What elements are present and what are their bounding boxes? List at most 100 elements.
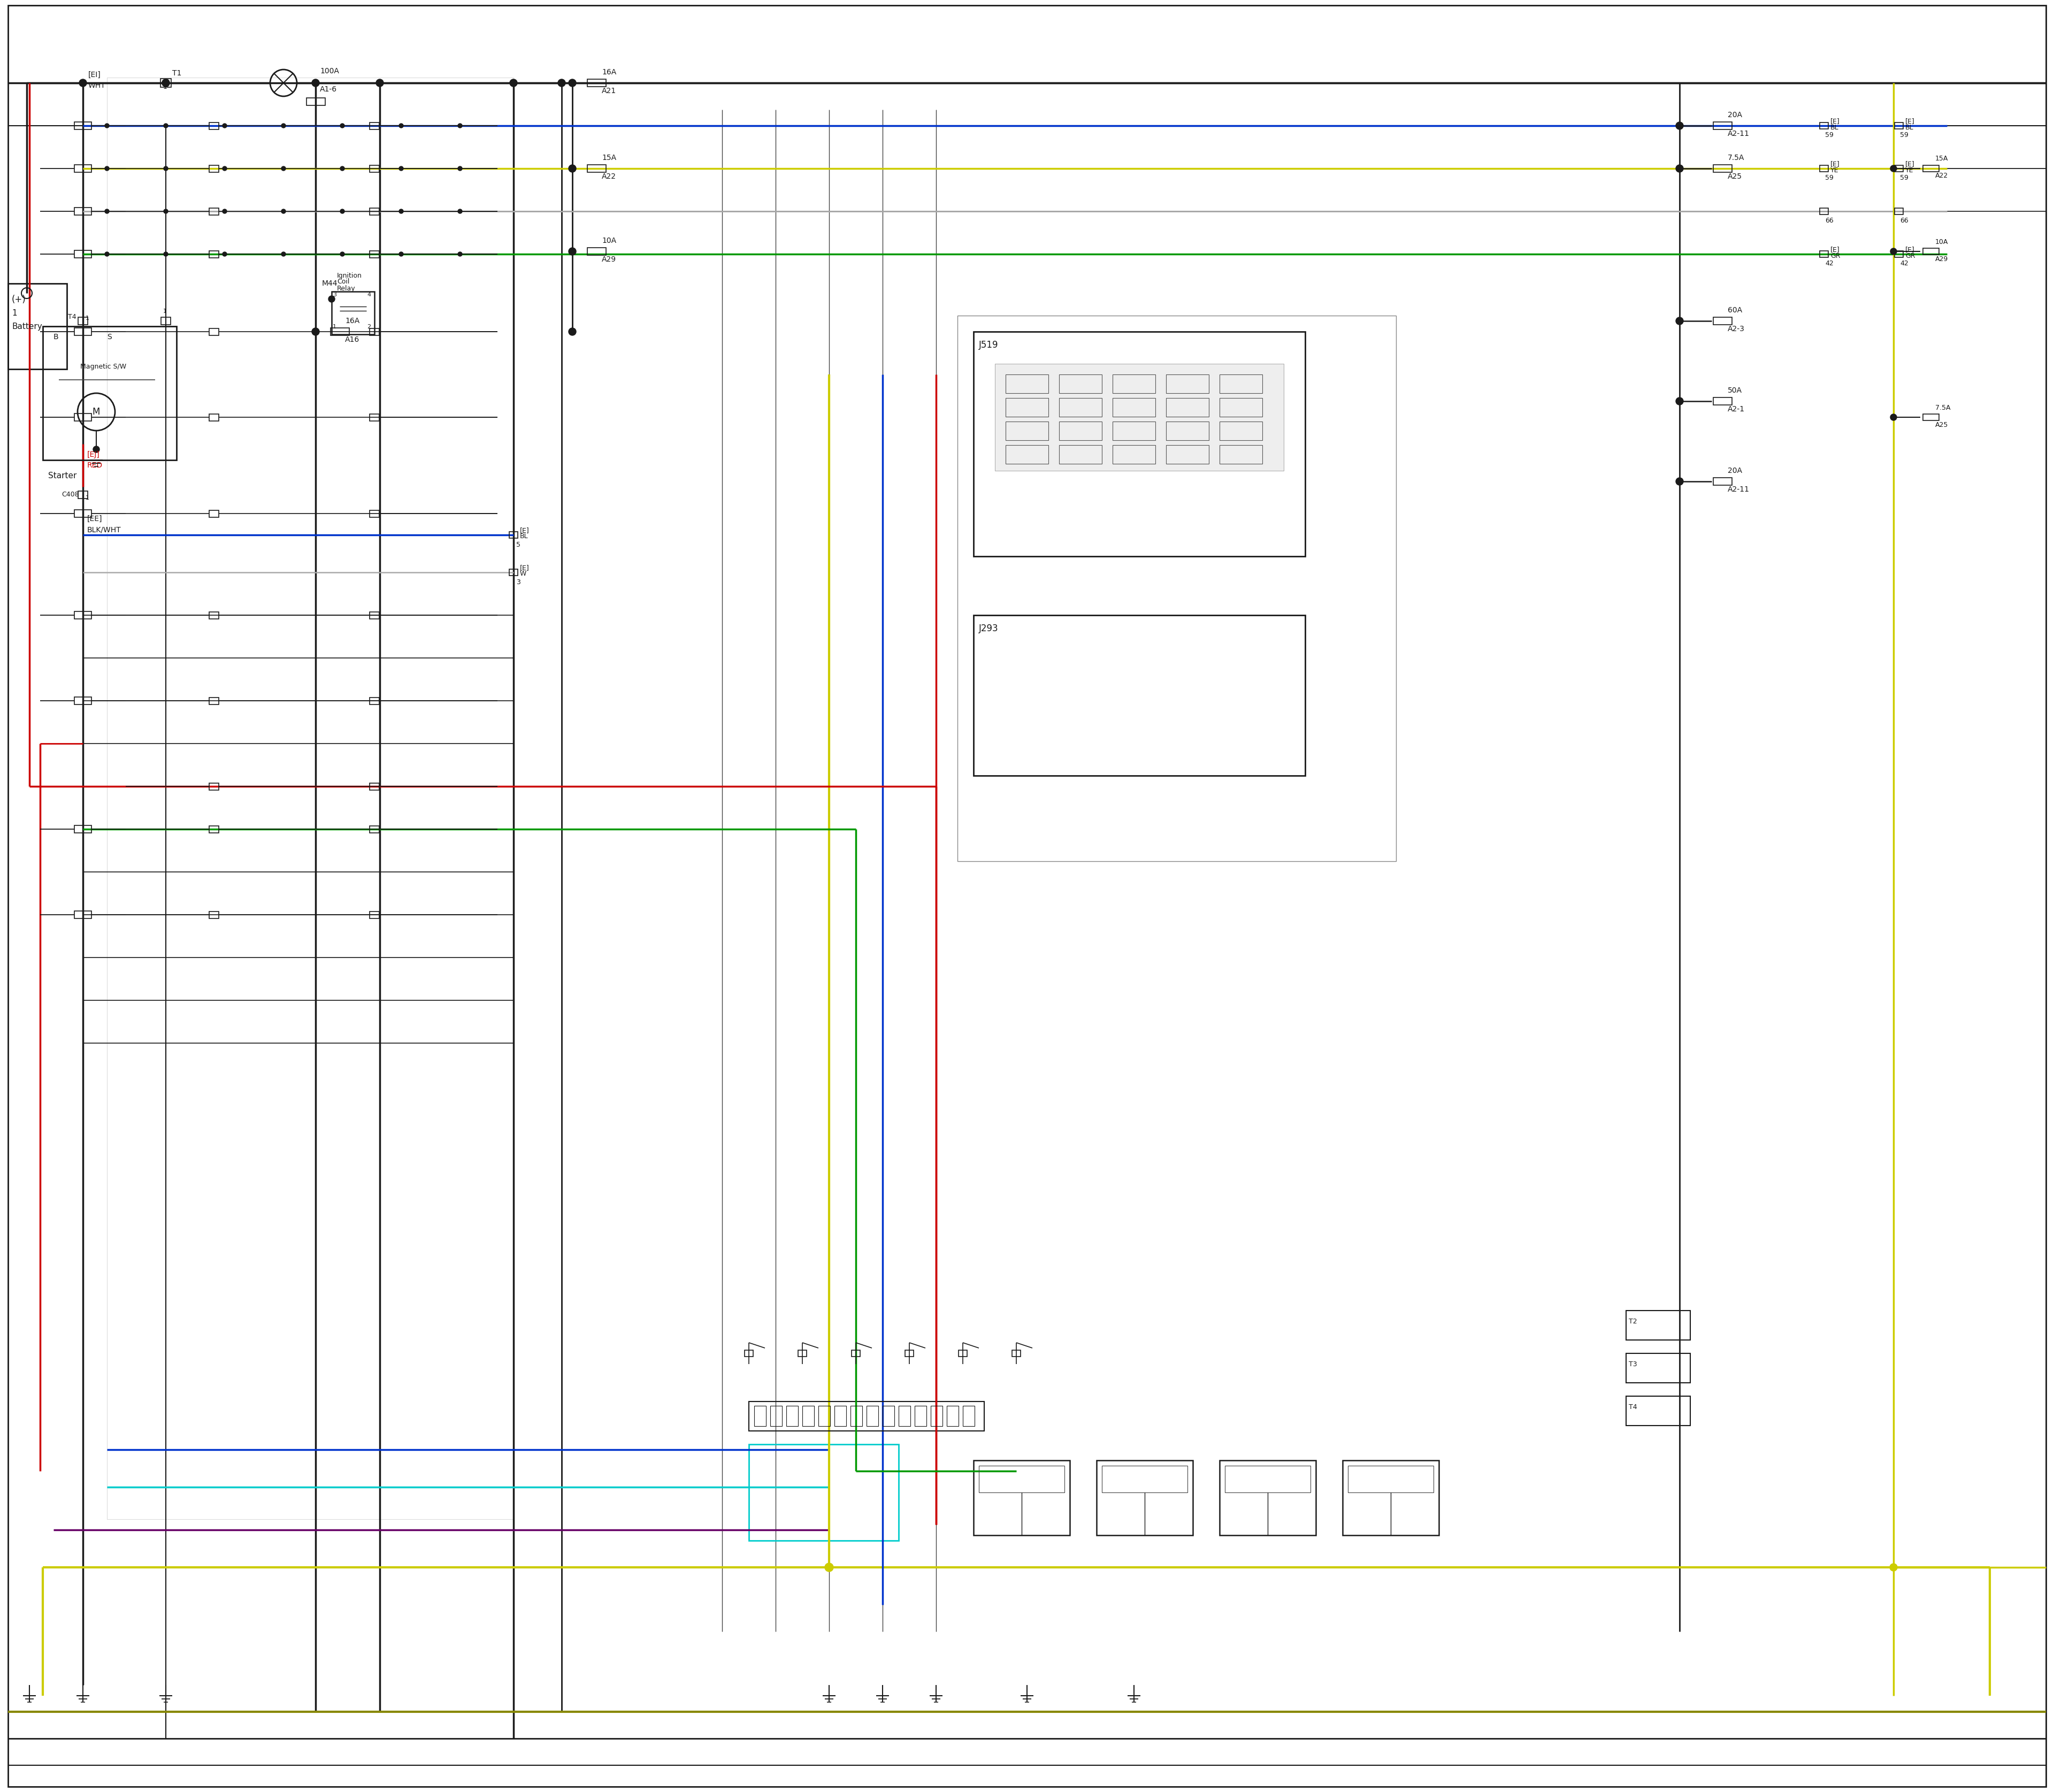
Text: BLK/WHT: BLK/WHT — [86, 525, 121, 534]
Bar — [1923, 249, 1939, 254]
Text: BL: BL — [1830, 124, 1838, 131]
Circle shape — [1890, 165, 1896, 172]
Bar — [994, 364, 1284, 471]
Text: 42: 42 — [1900, 260, 1908, 267]
Text: 1: 1 — [86, 315, 88, 321]
Circle shape — [281, 124, 286, 127]
Circle shape — [80, 79, 86, 86]
Circle shape — [281, 210, 286, 213]
Bar — [74, 910, 92, 919]
Text: A2-3: A2-3 — [1727, 324, 1744, 333]
Circle shape — [341, 210, 345, 213]
Circle shape — [222, 253, 226, 256]
Text: 16A: 16A — [602, 68, 616, 75]
Text: 66: 66 — [1826, 217, 1834, 224]
Bar — [770, 1405, 783, 1426]
Bar — [1113, 444, 1154, 464]
Bar — [210, 165, 220, 172]
Bar — [1820, 251, 1828, 258]
Text: [E]: [E] — [1830, 246, 1840, 253]
Text: A22: A22 — [1935, 172, 1949, 179]
Circle shape — [281, 167, 286, 170]
Text: 3: 3 — [333, 292, 337, 297]
Bar — [1820, 165, 1828, 172]
Bar — [370, 826, 380, 833]
Text: 1: 1 — [333, 324, 337, 330]
Text: Magnetic S/W: Magnetic S/W — [80, 364, 125, 369]
Text: 20A: 20A — [1727, 468, 1742, 475]
Bar — [74, 414, 92, 421]
Text: 50A: 50A — [1727, 387, 1742, 394]
Text: 59: 59 — [1900, 174, 1908, 181]
Bar — [963, 1405, 974, 1426]
Bar — [1894, 251, 1904, 258]
Bar — [834, 1405, 846, 1426]
Circle shape — [92, 446, 99, 453]
Bar — [900, 1405, 910, 1426]
Text: 15A: 15A — [1935, 156, 1949, 163]
Circle shape — [1676, 165, 1684, 172]
Bar — [1167, 421, 1210, 441]
Bar — [930, 1405, 943, 1426]
Bar — [754, 1405, 766, 1426]
Text: A2-11: A2-11 — [1727, 486, 1750, 493]
Text: RED: RED — [86, 462, 103, 470]
Bar — [799, 1349, 807, 1357]
Circle shape — [222, 210, 226, 213]
Circle shape — [329, 296, 335, 303]
Bar — [1713, 478, 1732, 486]
Bar — [370, 122, 380, 129]
Circle shape — [398, 210, 403, 213]
Bar — [1006, 444, 1048, 464]
Text: Starter: Starter — [47, 471, 76, 480]
Bar — [1220, 375, 1263, 392]
Bar — [744, 1349, 754, 1357]
Bar — [1894, 165, 1904, 172]
Circle shape — [398, 167, 403, 170]
Bar — [867, 1405, 879, 1426]
Bar — [959, 1349, 967, 1357]
Text: YE: YE — [1830, 167, 1838, 174]
Text: W: W — [520, 570, 526, 577]
Circle shape — [559, 79, 565, 86]
Circle shape — [105, 124, 109, 127]
Bar — [370, 328, 380, 335]
Text: 1: 1 — [162, 308, 166, 314]
Bar — [852, 1349, 861, 1357]
Bar — [1167, 398, 1210, 418]
Text: [E]: [E] — [1906, 161, 1914, 168]
Text: 100A: 100A — [320, 68, 339, 75]
Bar — [587, 79, 606, 86]
Bar — [160, 317, 170, 324]
Bar — [787, 1405, 799, 1426]
Text: M44: M44 — [322, 280, 337, 287]
Text: T4: T4 — [68, 314, 76, 321]
Text: 59: 59 — [1900, 133, 1908, 138]
Circle shape — [105, 167, 109, 170]
Circle shape — [1890, 414, 1896, 421]
Text: 5: 5 — [516, 541, 520, 548]
Bar — [8, 283, 68, 369]
Text: 16A: 16A — [345, 317, 359, 324]
Bar — [210, 414, 220, 421]
Circle shape — [281, 253, 286, 256]
Circle shape — [1676, 317, 1684, 324]
Text: 20A: 20A — [1727, 111, 1742, 118]
Text: 7.5A: 7.5A — [1935, 405, 1951, 410]
Bar — [587, 165, 606, 172]
Bar — [947, 1405, 959, 1426]
Bar — [1113, 398, 1154, 418]
Text: A29: A29 — [602, 256, 616, 263]
Bar — [509, 570, 518, 575]
Text: J519: J519 — [980, 340, 998, 349]
Text: WHT: WHT — [88, 82, 105, 90]
Bar — [1097, 1460, 1193, 1536]
Bar — [1006, 421, 1048, 441]
Text: [EJ]: [EJ] — [86, 452, 101, 459]
Circle shape — [222, 167, 226, 170]
Bar — [370, 208, 380, 215]
Circle shape — [458, 210, 462, 213]
Text: C408: C408 — [62, 491, 78, 498]
Circle shape — [222, 124, 226, 127]
Circle shape — [164, 167, 168, 170]
